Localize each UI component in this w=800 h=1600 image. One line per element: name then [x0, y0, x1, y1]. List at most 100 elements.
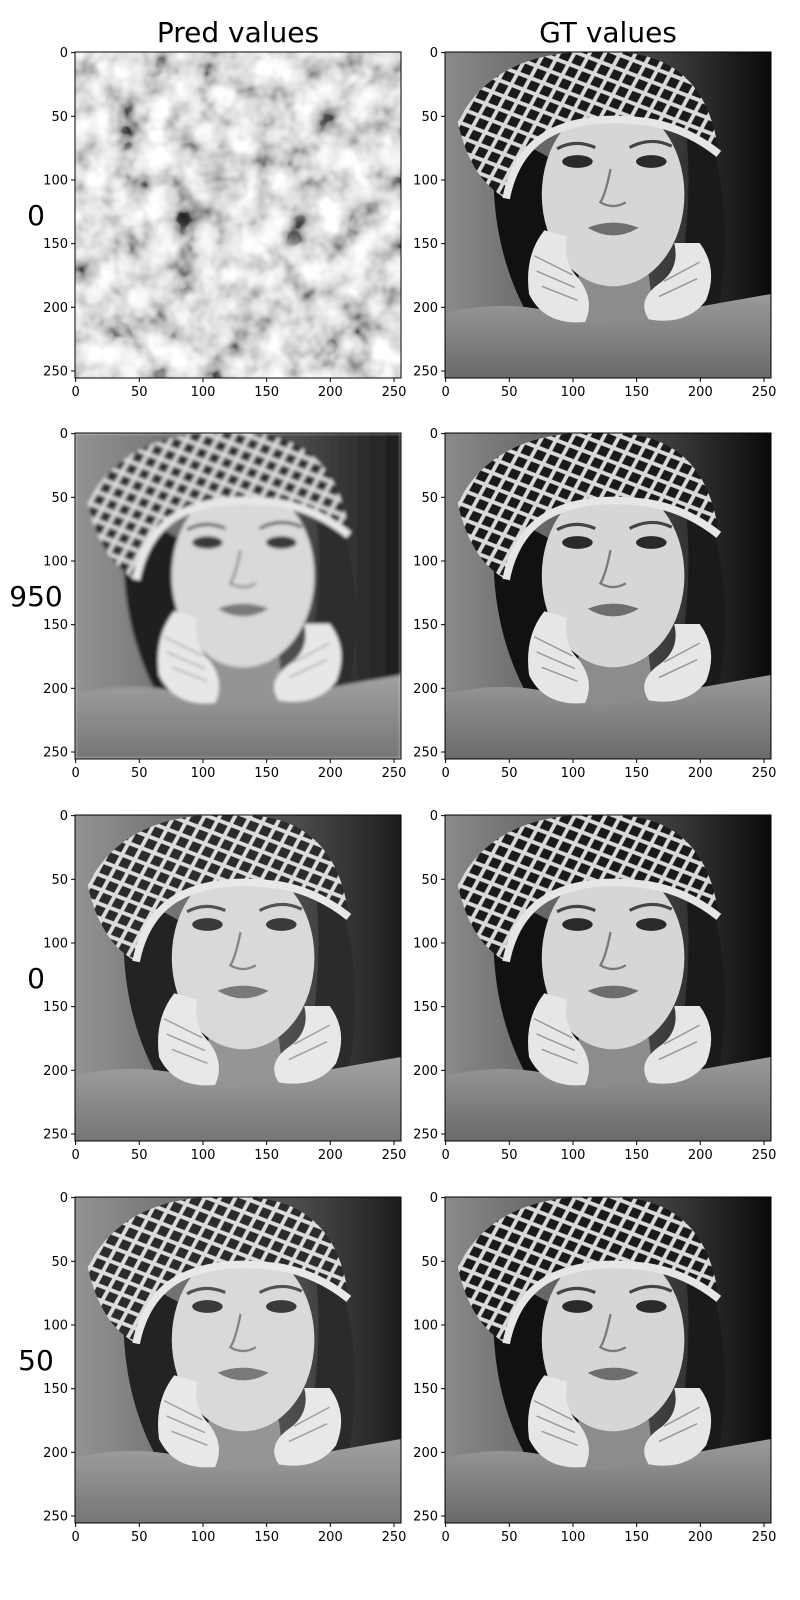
x-tick-label: 50	[131, 1148, 148, 1163]
y-tick-label: 150	[43, 237, 68, 252]
y-tick-label: 150	[43, 618, 68, 633]
x-tick-label: 0	[71, 1530, 79, 1545]
axes-frame	[74, 1196, 402, 1524]
x-tick-label: 0	[441, 385, 449, 400]
y-tick-label: 50	[421, 110, 438, 125]
image-portrait	[445, 1197, 771, 1523]
x-tick-label: 150	[254, 1148, 279, 1163]
x-tick-label: 50	[131, 385, 148, 400]
y-tick-label: 0	[430, 46, 438, 61]
y-tick-label: 50	[421, 1255, 438, 1270]
y-tick-label: 250	[43, 1127, 68, 1142]
y-tick-label: 50	[51, 110, 68, 125]
y-tick-label: 50	[51, 1255, 68, 1270]
y-tick-label: 250	[413, 364, 438, 379]
image-noise	[75, 52, 401, 378]
x-tick-label: 0	[441, 1148, 449, 1163]
row-label: 0	[27, 199, 45, 232]
y-tick-label: 250	[413, 745, 438, 760]
axes-frame	[74, 51, 402, 379]
x-tick-label: 200	[318, 385, 343, 400]
x-tick-label: 250	[382, 385, 407, 400]
image-portrait-bright	[75, 815, 401, 1141]
panel-1-pred: 0 50 100 150 200 250 0 50 100 150 200 250 Pred value…	[27, 16, 406, 400]
x-tick-label: 150	[254, 1530, 279, 1545]
y-tick-label: 50	[51, 873, 68, 888]
x-tick-label: 100	[191, 766, 216, 781]
x-tick-label: 250	[752, 1530, 777, 1545]
column-title: Pred values	[157, 16, 319, 49]
x-tick-label: 200	[688, 766, 713, 781]
x-tick-label: 100	[191, 1148, 216, 1163]
y-tick-label: 200	[43, 301, 68, 316]
y-tick-label: 150	[413, 618, 438, 633]
x-tick-label: 250	[752, 1148, 777, 1163]
x-tick-label: 250	[752, 385, 777, 400]
y-tick-label: 200	[43, 1446, 68, 1461]
y-tick-label: 100	[413, 1318, 438, 1333]
x-tick-label: 200	[318, 1148, 343, 1163]
axes-frame	[444, 432, 772, 760]
x-tick-label: 150	[624, 1148, 649, 1163]
x-tick-label: 150	[624, 766, 649, 781]
x-tick-label: 0	[71, 1148, 79, 1163]
y-tick-label: 250	[43, 745, 68, 760]
x-tick-label: 100	[561, 766, 586, 781]
row-label: 50	[18, 1344, 54, 1377]
x-tick-label: 150	[624, 385, 649, 400]
x-tick-label: 100	[191, 1530, 216, 1545]
axes-frame	[74, 432, 402, 760]
y-tick-label: 250	[413, 1127, 438, 1142]
y-tick-label: 100	[413, 936, 438, 951]
axes-frame	[444, 1196, 772, 1524]
y-tick-label: 150	[413, 237, 438, 252]
x-tick-label: 100	[191, 385, 216, 400]
x-tick-label: 100	[561, 385, 586, 400]
x-tick-label: 150	[254, 385, 279, 400]
y-tick-label: 200	[413, 1446, 438, 1461]
y-tick-label: 250	[413, 1509, 438, 1524]
y-tick-label: 250	[43, 1509, 68, 1524]
y-tick-label: 150	[413, 1000, 438, 1015]
image-portrait	[445, 433, 771, 759]
x-tick-label: 250	[382, 766, 407, 781]
x-tick-label: 50	[131, 766, 148, 781]
x-tick-label: 50	[501, 1530, 518, 1545]
x-tick-label: 150	[624, 1530, 649, 1545]
y-tick-label: 150	[43, 1000, 68, 1015]
y-tick-label: 150	[43, 1382, 68, 1397]
y-tick-label: 0	[430, 427, 438, 442]
x-tick-label: 200	[688, 385, 713, 400]
y-tick-label: 0	[430, 809, 438, 824]
x-tick-label: 50	[501, 385, 518, 400]
y-tick-label: 100	[43, 1318, 68, 1333]
y-tick-label: 0	[60, 46, 68, 61]
x-tick-label: 150	[254, 766, 279, 781]
y-tick-label: 250	[43, 364, 68, 379]
x-tick-label: 200	[688, 1530, 713, 1545]
y-tick-label: 100	[43, 173, 68, 188]
image-portrait	[445, 52, 771, 378]
x-tick-label: 0	[441, 766, 449, 781]
x-tick-label: 50	[501, 766, 518, 781]
y-tick-label: 0	[60, 427, 68, 442]
y-tick-label: 200	[413, 1064, 438, 1079]
x-tick-label: 200	[688, 1148, 713, 1163]
y-tick-label: 100	[413, 173, 438, 188]
axes-frame	[444, 814, 772, 1142]
image-portrait-bright	[75, 1197, 401, 1523]
y-tick-label: 0	[60, 1191, 68, 1206]
x-tick-label: 250	[382, 1148, 407, 1163]
x-tick-label: 250	[752, 766, 777, 781]
x-tick-label: 100	[561, 1148, 586, 1163]
x-tick-label: 200	[318, 766, 343, 781]
x-tick-label: 0	[71, 766, 79, 781]
y-tick-label: 200	[43, 1064, 68, 1079]
